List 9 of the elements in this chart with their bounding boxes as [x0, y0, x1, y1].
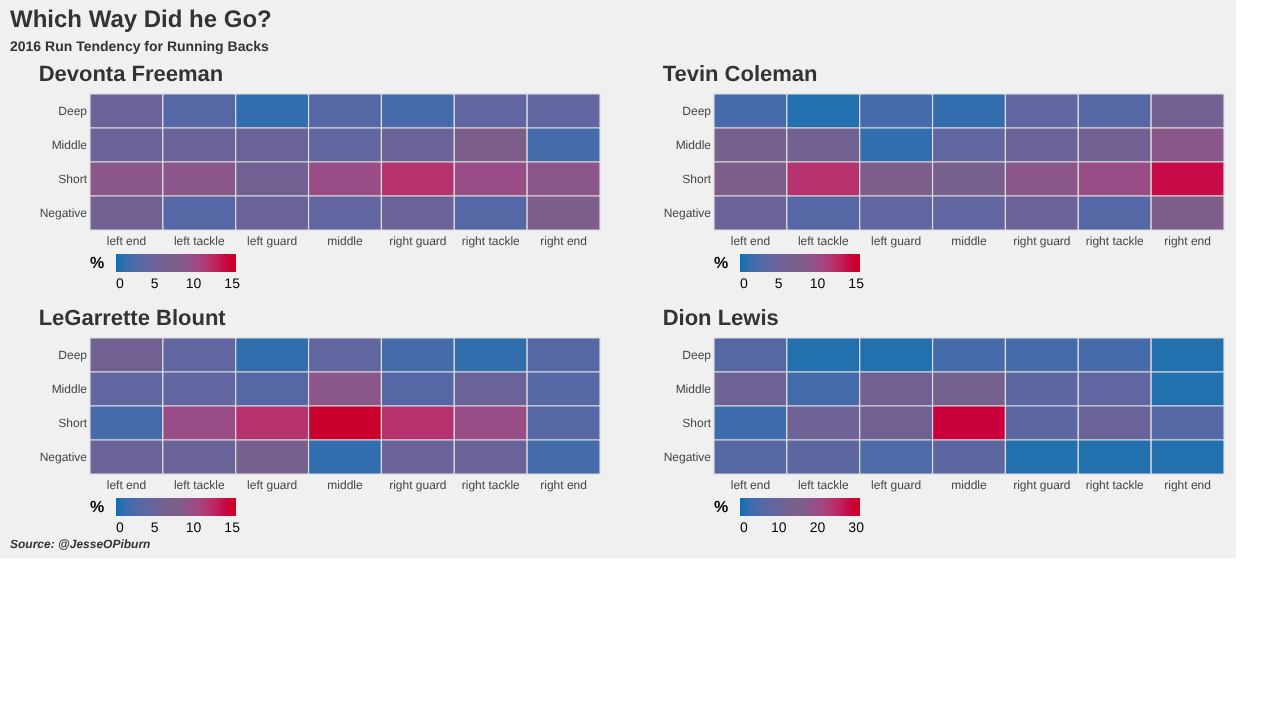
color-bar-title: %	[90, 498, 105, 516]
chart-title: Tevin Coleman	[662, 63, 819, 88]
text: Which Way Did he Go?	[10, 5, 272, 34]
color-bar-title: %	[714, 498, 729, 516]
color-bar-title: %	[90, 254, 105, 272]
color-bar-title: %	[714, 254, 729, 272]
chart-title: LeGarrette Blount	[38, 307, 227, 332]
chart-title: Devonta Freeman	[38, 63, 224, 88]
chart-title: Dion Lewis	[662, 307, 779, 332]
